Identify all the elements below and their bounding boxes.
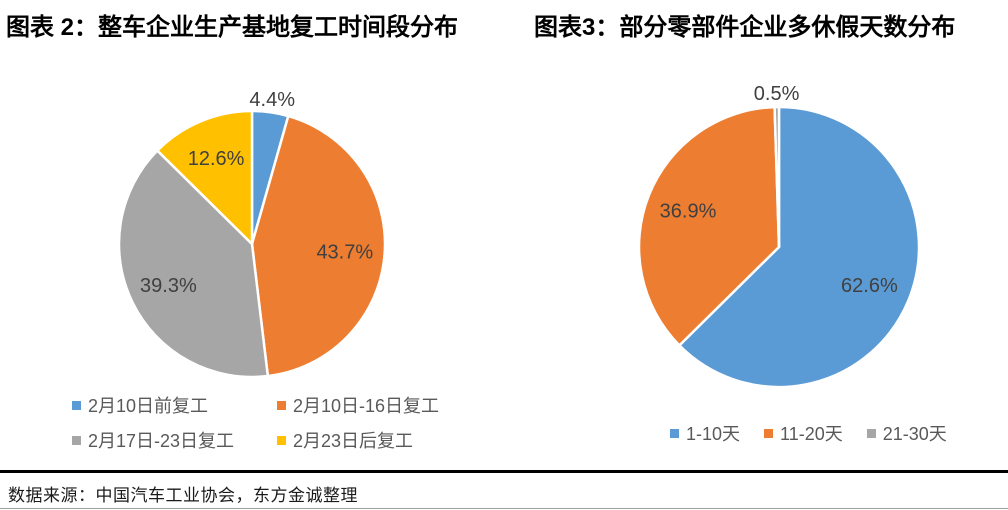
legend-label: 21-30天 <box>882 424 947 444</box>
pie-data-label: 0.5% <box>754 83 800 105</box>
legend-label: 11-20天 <box>780 424 843 444</box>
chart-title-left: 图表 2：整车企业生产基地复工时间段分布 <box>6 14 459 41</box>
pie-chart-vacation-days: 62.6% 36.9% 0.5% <box>637 83 921 389</box>
legend-marker <box>277 435 286 445</box>
pie-slice-2月23日后复工 <box>156 109 254 246</box>
pie-slice-11-20天 <box>637 105 781 347</box>
pie-data-label: 36.9% <box>660 201 717 223</box>
legend-item: 2月23日后复工 <box>277 427 439 453</box>
legend-label: 2月23日后复工 <box>293 431 414 451</box>
legend-item: 2月10日-16日复工 <box>277 392 439 418</box>
legend-label: 2月10日-16日复工 <box>293 396 440 416</box>
pie-slice-2月17日-23日复工 <box>117 149 270 379</box>
legend-marker <box>277 400 286 410</box>
pie-data-label: 4.4% <box>249 89 295 111</box>
legend-label: 2月17日-23日复工 <box>88 431 235 451</box>
legend-marker <box>72 435 81 445</box>
legend-item: 21-30天 <box>866 420 947 446</box>
data-source-note: 数据来源：中国汽车工业协会，东方金诚整理 <box>8 486 358 505</box>
legend-label: 1-10天 <box>686 424 741 444</box>
pie-data-label: 39.3% <box>140 275 197 297</box>
pie-slice-1-10天 <box>678 105 921 389</box>
chart-title-right: 图表3：部分零部件企业多休假天数分布 <box>534 14 956 41</box>
pie-slice-2月10日-16日复工 <box>250 114 387 378</box>
legend-vacation-days: 1-10天 11-20天 21-30天 <box>670 420 947 446</box>
legend-item: 2月17日-23日复工 <box>72 427 277 453</box>
bottom-border-line <box>0 508 1008 509</box>
legend-marker <box>866 428 876 438</box>
pie-slice-21-30天 <box>773 105 781 249</box>
legend-item: 1-10天 <box>670 420 740 446</box>
legend-item: 11-20天 <box>764 420 843 446</box>
legend-item: 2月10日前复工 <box>72 392 277 418</box>
legend-marker <box>72 400 81 410</box>
legend-marker <box>670 428 679 438</box>
pie-data-label: 62.6% <box>841 275 898 297</box>
legend-label: 2月10日前复工 <box>88 396 209 416</box>
legend-restart-time: 2月10日前复工 2月10日-16日复工 2月17日-23日复工 2月23日后复工 <box>72 392 439 453</box>
legend-marker <box>764 428 774 438</box>
pie-chart-restart-time: 4.4% 43.7% 39.3% 12.6% <box>117 89 387 379</box>
divider-line <box>0 470 1008 473</box>
pie-data-label: 12.6% <box>188 148 245 170</box>
pie-data-label: 43.7% <box>316 241 373 263</box>
